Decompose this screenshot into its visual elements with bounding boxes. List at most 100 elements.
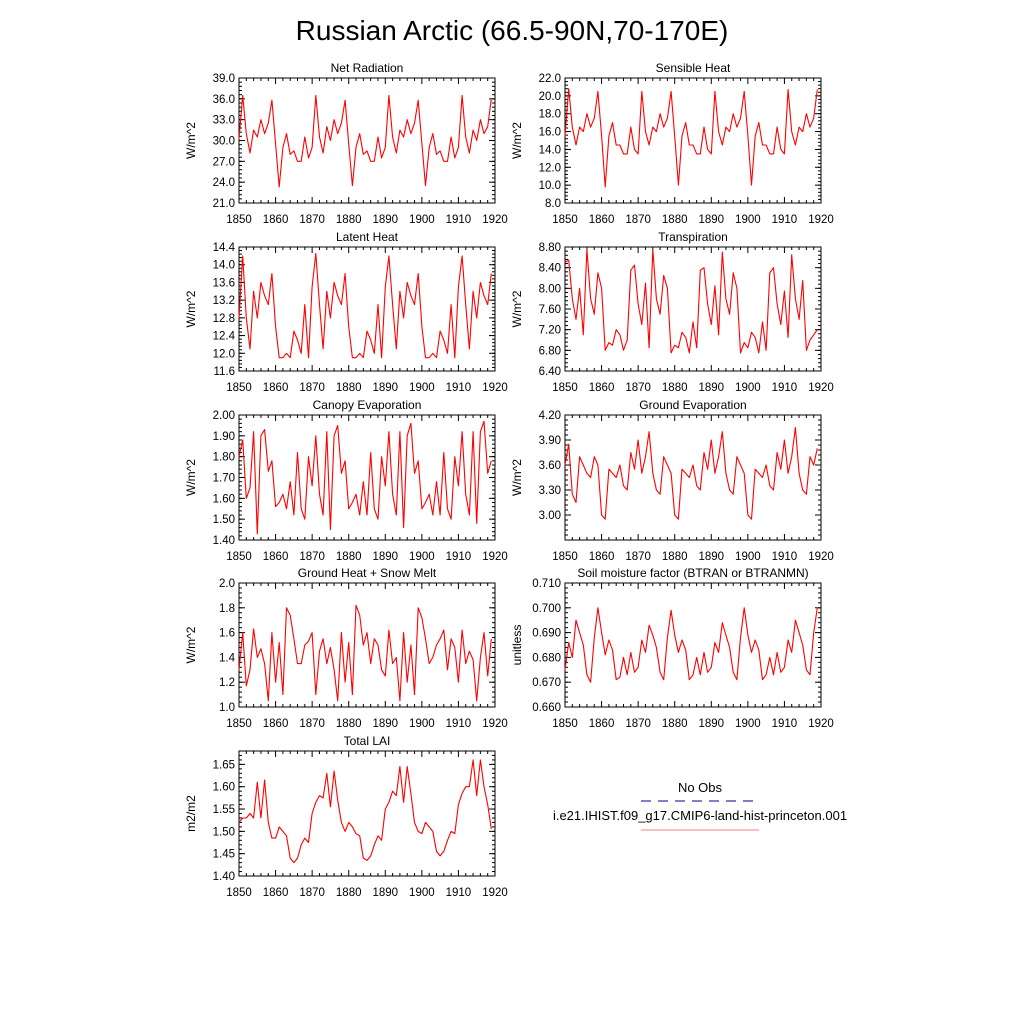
x-tick-label: 1860 — [263, 887, 289, 899]
y-tick-label: 7.20 — [539, 325, 561, 337]
x-tick-label: 1860 — [263, 718, 289, 730]
y-tick-label: 21.0 — [213, 198, 235, 210]
y-tick-label: 1.65 — [213, 759, 235, 771]
x-tick-label: 1910 — [772, 718, 798, 730]
panel-title: Latent Heat — [336, 230, 399, 244]
x-tick-label: 1920 — [808, 214, 834, 226]
y-tick-label: 1.8 — [219, 603, 235, 615]
plot-frame — [564, 77, 822, 204]
x-tick-label: 1850 — [226, 887, 252, 899]
x-tick-label: 1850 — [226, 382, 252, 394]
y-tick-label: 6.80 — [539, 345, 561, 357]
y-axis-label: m2/m2 — [184, 795, 198, 832]
x-tick-label: 1910 — [446, 551, 472, 563]
y-tick-label: 30.0 — [213, 136, 235, 148]
y-tick-label: 18.0 — [539, 109, 561, 121]
y-tick-label: 6.40 — [539, 366, 561, 378]
x-tick-label: 1850 — [552, 382, 578, 394]
x-tick-label: 1850 — [552, 214, 578, 226]
x-tick-label: 1850 — [552, 551, 578, 563]
y-tick-label: 0.670 — [532, 677, 561, 689]
x-tick-label: 1860 — [589, 214, 615, 226]
x-tick-label: 1870 — [299, 718, 325, 730]
panel-7: Soil moisture factor (BTRAN or BTRANMN) 1… — [510, 566, 834, 730]
x-tick-label: 1890 — [372, 718, 398, 730]
y-tick-label: 3.60 — [539, 460, 561, 472]
x-tick-label: 1900 — [409, 551, 435, 563]
y-tick-label: 8.80 — [539, 242, 561, 254]
x-tick-label: 1850 — [226, 718, 252, 730]
panel-title: Ground Heat + Snow Melt — [298, 566, 437, 580]
y-tick-label: 1.0 — [219, 702, 235, 714]
x-tick-label: 1870 — [299, 551, 325, 563]
x-tick-label: 1880 — [336, 214, 362, 226]
series-line-0 — [238, 253, 492, 359]
x-tick-label: 1900 — [735, 718, 761, 730]
y-axis-label: W/m^2 — [184, 459, 198, 496]
y-tick-label: 4.20 — [539, 410, 561, 422]
y-tick-label: 2.0 — [219, 578, 235, 590]
x-tick-label: 1900 — [735, 214, 761, 226]
x-tick-label: 1910 — [446, 887, 472, 899]
y-axis-label: W/m^2 — [184, 290, 198, 327]
x-tick-label: 1880 — [662, 551, 688, 563]
y-tick-label: 39.0 — [213, 73, 235, 85]
legend-label-model: i.e21.IHIST.f09_g17.CMIP6-land-hist-prin… — [553, 808, 847, 823]
panel-title: Net Radiation — [331, 61, 404, 75]
x-tick-label: 1870 — [625, 214, 651, 226]
panel-title: Canopy Evaporation — [313, 398, 422, 412]
y-tick-label: 33.0 — [213, 115, 235, 127]
panel-title: Total LAI — [344, 734, 391, 748]
panel-6: Ground Heat + Snow Melt 1850 1860 1870 1880 1… — [184, 566, 508, 730]
x-tick-label: 1900 — [409, 887, 435, 899]
x-tick-label: 1910 — [772, 214, 798, 226]
y-tick-label: 7.60 — [539, 304, 561, 316]
plot-frame — [564, 414, 822, 541]
panel-0: Net Radiation 1850 1860 1870 1880 1890 1900 191… — [184, 61, 508, 226]
y-tick-label: 12.8 — [213, 313, 235, 325]
figure-title: Russian Arctic (66.5-90N,70-170E) — [296, 15, 729, 46]
x-tick-label: 1850 — [226, 214, 252, 226]
x-tick-label: 1880 — [662, 718, 688, 730]
x-tick-label: 1890 — [698, 551, 724, 563]
x-tick-label: 1900 — [409, 214, 435, 226]
series-line-0 — [564, 607, 818, 683]
y-tick-label: 1.40 — [213, 871, 235, 883]
y-tick-label: 1.45 — [213, 849, 235, 861]
y-tick-label: 10.0 — [539, 180, 561, 192]
x-tick-label: 1900 — [409, 718, 435, 730]
y-tick-label: 12.4 — [213, 331, 236, 343]
y-tick-label: 1.80 — [213, 452, 235, 464]
panel-title: Sensible Heat — [656, 61, 731, 75]
y-tick-label: 0.680 — [532, 652, 561, 664]
x-tick-label: 1860 — [263, 551, 289, 563]
x-tick-label: 1890 — [372, 887, 398, 899]
series-line-0 — [238, 759, 492, 864]
y-tick-label: 12.0 — [213, 348, 235, 360]
x-tick-label: 1870 — [625, 551, 651, 563]
y-tick-label: 14.0 — [213, 260, 235, 272]
x-tick-label: 1920 — [808, 718, 834, 730]
x-tick-label: 1890 — [372, 214, 398, 226]
x-tick-label: 1900 — [735, 551, 761, 563]
y-axis-label: W/m^2 — [510, 459, 524, 496]
y-tick-label: 1.60 — [213, 782, 235, 794]
y-tick-label: 3.00 — [539, 510, 561, 522]
y-tick-label: 8.40 — [539, 263, 561, 275]
y-tick-label: 8.00 — [539, 283, 561, 295]
x-tick-label: 1910 — [446, 214, 472, 226]
panel-grid: Net Radiation 1850 1860 1870 1880 1890 1900 191… — [184, 61, 834, 899]
panel-2: Latent Heat 1850 1860 1870 1880 1890 1900 1910 1… — [184, 230, 508, 394]
panel-1: Sensible Heat 1850 1860 1870 1880 1890 1900 191… — [510, 61, 834, 226]
x-tick-label: 1860 — [589, 718, 615, 730]
x-tick-label: 1870 — [625, 718, 651, 730]
y-axis-label: unitless — [510, 625, 524, 666]
y-tick-label: 1.6 — [219, 628, 235, 640]
panel-3: Transpiration 1850 1860 1870 1880 1890 1900 191… — [510, 230, 834, 394]
y-tick-label: 14.4 — [213, 242, 236, 254]
x-tick-label: 1890 — [372, 551, 398, 563]
x-tick-label: 1890 — [372, 382, 398, 394]
x-tick-label: 1870 — [299, 214, 325, 226]
x-tick-label: 1860 — [263, 214, 289, 226]
y-tick-label: 22.0 — [539, 73, 561, 85]
